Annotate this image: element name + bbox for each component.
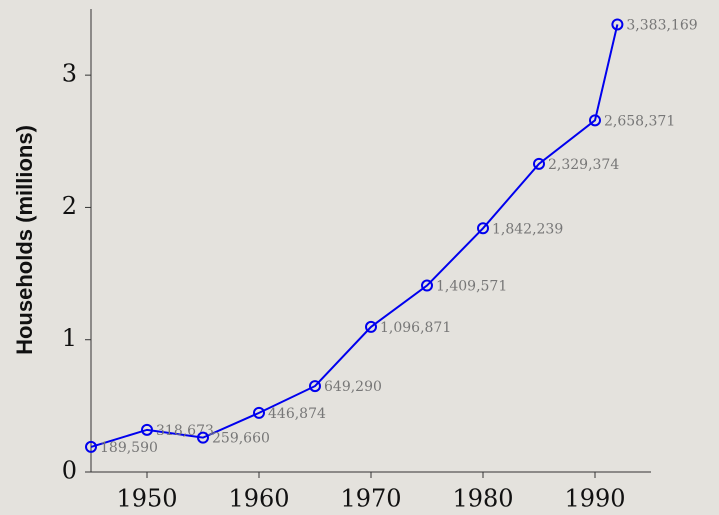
value-label: 649,290 <box>324 379 382 395</box>
point <box>477 222 489 235</box>
value-label: 1,842,239 <box>492 221 563 237</box>
point <box>197 431 209 444</box>
x-tick-label: 1980 <box>452 485 513 513</box>
value-label: 1,409,571 <box>436 279 507 295</box>
line <box>90 24 619 448</box>
y-tick-label: 0 <box>62 457 77 485</box>
x-tick-label: 1990 <box>564 485 625 513</box>
value-label: 1,096,871 <box>380 320 451 336</box>
point <box>85 440 97 453</box>
point <box>533 157 545 170</box>
value-label: 189,590 <box>100 440 158 456</box>
x-tick-label: 1960 <box>228 485 289 513</box>
point <box>309 380 321 393</box>
value-label: 2,658,371 <box>604 113 675 129</box>
point <box>253 406 265 419</box>
x-tick-label: 1950 <box>116 485 177 513</box>
value-label: 2,329,374 <box>548 157 619 173</box>
y-tick-label: 2 <box>62 192 77 220</box>
x-tick-label: 1970 <box>340 485 401 513</box>
y-tick-label: 3 <box>62 60 77 88</box>
value-label: 259,660 <box>212 431 270 447</box>
point <box>365 320 377 333</box>
y-axis-label: Households (millions) <box>12 125 37 355</box>
value-label: 446,874 <box>268 406 326 422</box>
point <box>141 423 153 436</box>
y-tick-label: 1 <box>62 324 77 352</box>
value-label: 3,383,169 <box>626 17 697 33</box>
point <box>589 114 601 127</box>
point <box>421 279 433 292</box>
point <box>611 18 624 31</box>
value-label: 318,673 <box>156 423 214 439</box>
